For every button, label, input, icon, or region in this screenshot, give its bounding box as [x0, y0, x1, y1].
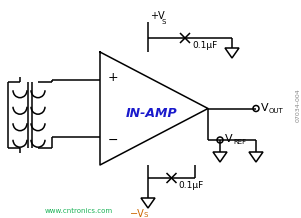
Text: 0.1μF: 0.1μF: [178, 181, 204, 190]
Text: S: S: [162, 19, 166, 25]
Text: OUT: OUT: [269, 107, 284, 114]
Text: +V: +V: [150, 11, 165, 21]
Text: −V: −V: [130, 209, 145, 218]
Text: IN-AMP: IN-AMP: [126, 107, 178, 120]
Text: −: −: [108, 133, 118, 146]
Text: 07034-004: 07034-004: [296, 88, 300, 122]
Text: www.cntronics.com: www.cntronics.com: [45, 208, 113, 214]
Text: S: S: [144, 212, 148, 218]
Text: V: V: [225, 134, 233, 144]
Text: 0.1μF: 0.1μF: [192, 41, 217, 50]
Text: V: V: [261, 102, 268, 112]
Text: +: +: [108, 70, 118, 83]
Text: REF: REF: [233, 139, 246, 145]
